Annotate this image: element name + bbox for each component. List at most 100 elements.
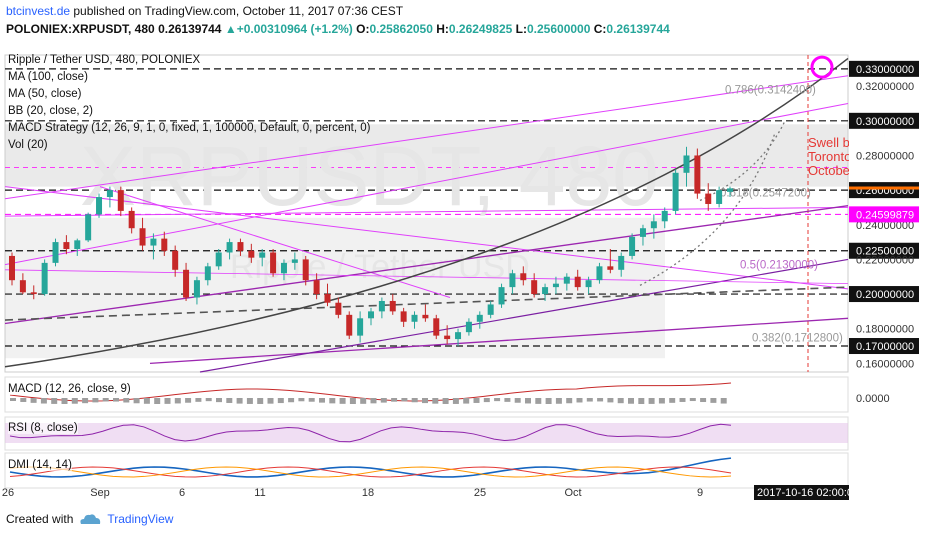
macd-hist-bar	[442, 398, 449, 404]
overlay-item[interactable]: MACD Strategy (12, 26, 9, 1, 0, fixed, 1…	[8, 122, 371, 134]
price-marker-box	[849, 206, 919, 223]
trend-line	[99, 186, 451, 298]
candle-body	[629, 236, 636, 256]
overlay-item[interactable]: MA (100, close)	[8, 71, 88, 83]
overlay-item[interactable]: Ripple / Tether USD, 480, POLONIEX	[8, 54, 201, 66]
site-link[interactable]: btcinvest.de	[6, 4, 71, 18]
time-tick-label: Oct	[564, 487, 581, 499]
macd-hist-bar	[339, 398, 346, 404]
macd-hist-bar	[360, 398, 367, 404]
macd-hist-bar	[710, 398, 717, 403]
chart-background	[4, 54, 849, 373]
candle-body	[291, 259, 298, 263]
candle-body	[74, 240, 81, 250]
candle-body	[433, 318, 440, 336]
candle-body	[705, 193, 712, 204]
macd-hist-bar	[329, 398, 336, 404]
macd-hist-bar	[277, 398, 284, 404]
trend-line	[4, 75, 849, 200]
publish-text: published on TradingView.com, October 11…	[70, 4, 404, 18]
macd-hist-bar	[51, 398, 58, 404]
axis-tick-label: 0.17000000	[856, 341, 914, 353]
macd-hist-bar	[452, 398, 459, 404]
candle-body	[411, 314, 418, 322]
macd-hist-bar	[535, 398, 542, 404]
macd-hist-bar	[82, 398, 89, 404]
macd-hist-bar	[154, 398, 161, 404]
macd-hist-bar	[185, 398, 192, 403]
candle-body	[172, 250, 179, 270]
candle-body	[639, 228, 646, 237]
macd-hist-bar	[143, 398, 150, 404]
open-label: O:	[356, 22, 370, 36]
candle-body	[270, 252, 277, 274]
tradingview-link[interactable]: TradingView	[107, 512, 174, 526]
trend-line	[4, 286, 849, 321]
axis-tick-box	[849, 242, 919, 259]
macd-hist-bar	[638, 398, 645, 404]
time-axis: 26 Sep 6 11 18 25 Oct 9 2017-10-16 02:00:0	[2, 485, 853, 500]
candle-body	[357, 318, 364, 336]
macd-hist-bar	[473, 398, 480, 403]
macd-hist-bar	[432, 398, 439, 404]
time-tick-label: 11	[254, 487, 265, 499]
overlay-item[interactable]: MA (50, close)	[8, 88, 82, 100]
axis-tick-box	[849, 338, 919, 355]
plot-frame	[4, 54, 849, 373]
candle-body	[248, 250, 255, 258]
time-tick-label: 6	[179, 487, 185, 499]
projection-path	[699, 120, 786, 202]
macd-hist-bar	[113, 398, 119, 402]
macd-hist-bar	[411, 398, 418, 403]
candle-body	[444, 335, 451, 340]
time-tick-label: 18	[362, 487, 374, 499]
macd-hist-bar	[226, 398, 233, 403]
price-marker-label: 0.24599879	[856, 209, 914, 221]
macd-hist-bar	[246, 398, 253, 404]
fib-label: 0.786(0.3142400)	[725, 85, 816, 97]
candle-body	[302, 259, 309, 281]
candle-body	[41, 262, 48, 295]
indicator-pane	[4, 376, 849, 413]
macd-label: MACD (12, 26, close, 9)	[8, 383, 131, 395]
macd-hist-bar	[71, 398, 78, 404]
overlay-item[interactable]: BB (20, close, 2)	[8, 105, 94, 117]
macd-hist-bar	[401, 398, 408, 402]
macd-hist-bar	[628, 398, 634, 404]
axis-tick-label: 0.20000000	[856, 289, 914, 301]
watermark-main: XRPUSDT, 480	[80, 129, 659, 223]
candle-body	[96, 197, 103, 215]
macd-hist-bar	[288, 398, 295, 403]
macd-hist-bar	[308, 398, 315, 402]
candle-body	[400, 311, 407, 322]
price-axis: 0.33000000 0.32000000 0.30000000 0.28000000…	[849, 50, 928, 377]
macd-hist-bar	[164, 398, 171, 404]
macd-hist-bar	[669, 398, 676, 403]
axis-tick-label: 0.24000000	[856, 220, 914, 232]
trend-line	[199, 258, 849, 373]
axis-tick-label: 0.33000000	[856, 64, 914, 76]
rsi-line	[9, 423, 732, 443]
candle-body	[542, 287, 549, 295]
rsi-label: RSI (8, close)	[8, 422, 78, 434]
candle-body	[19, 280, 26, 293]
candle-body	[487, 304, 494, 315]
macd-hist-bar	[370, 398, 377, 404]
candle-body	[389, 300, 396, 312]
macd-hist-bar	[205, 398, 212, 402]
symbol: POLONIEX:XRPUSDT, 480	[6, 22, 155, 36]
candle-body	[161, 238, 168, 251]
axis-tick-label: 0.16000000	[856, 358, 914, 370]
overlay-item[interactable]: Vol (20)	[8, 139, 48, 151]
candle-body	[85, 214, 92, 241]
macd-hist-bar	[483, 398, 490, 403]
candle-body	[618, 255, 625, 270]
axis-tick-label: 0.32000000	[856, 81, 914, 93]
time-tick-label: 9	[697, 487, 703, 499]
candle-body	[63, 242, 70, 250]
low-value: 0.25600000	[526, 22, 591, 36]
candle-body	[52, 242, 59, 263]
trend-line	[149, 317, 849, 364]
axis-tick-box	[849, 286, 919, 303]
